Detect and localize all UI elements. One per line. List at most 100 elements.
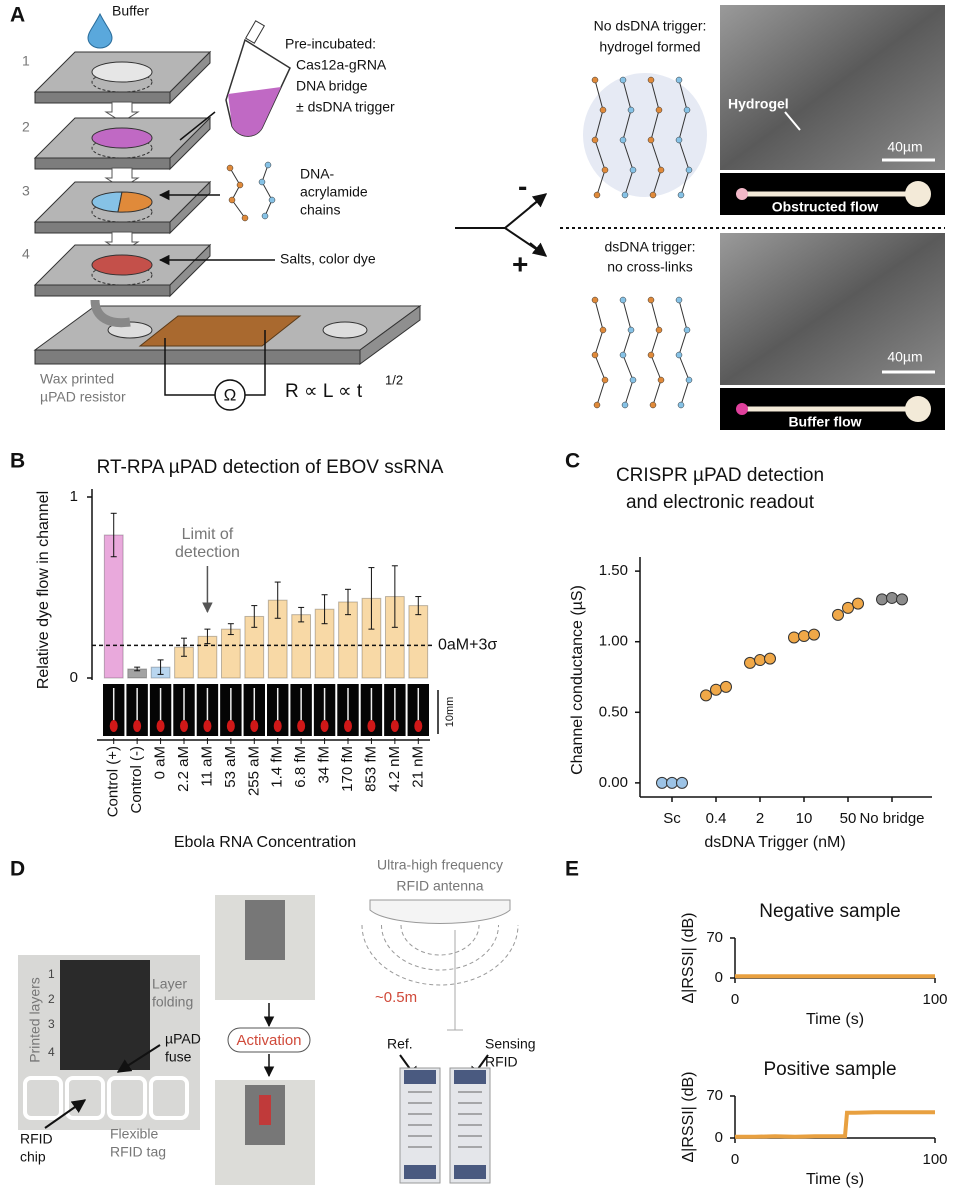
chains-label: chains (300, 202, 340, 218)
y-tick-label: 1 (70, 488, 78, 505)
chain-node (685, 376, 693, 384)
signal-arc (400, 924, 480, 956)
sample-spot (736, 403, 748, 415)
bar (408, 605, 429, 679)
chains-label: DNA- (300, 166, 335, 182)
chain-node (621, 191, 629, 199)
tube-liquid (228, 87, 281, 137)
x-tick-label: 0.4 (706, 810, 727, 827)
rfid-pad (454, 1070, 486, 1084)
tag-label: RFID tag (110, 1144, 166, 1160)
x-tick-label: 170 fM (339, 746, 356, 792)
chain-node (236, 181, 244, 189)
dye-spot (180, 720, 188, 732)
panel-label: A (10, 4, 25, 27)
tag-trace (65, 1076, 105, 1120)
down-arrow (104, 101, 140, 123)
resistor-label: Wax printed (40, 371, 114, 387)
sem-image (720, 233, 945, 385)
threshold-label: 0aM+3σ (438, 637, 497, 654)
x-tick-label: 2 (756, 810, 764, 827)
chain-node (675, 296, 683, 304)
slab-side (169, 116, 211, 171)
chain-node (593, 401, 601, 409)
branch (455, 194, 546, 256)
signal-arc (381, 924, 499, 971)
pad (322, 321, 368, 339)
chain-node (677, 401, 685, 409)
chain-node (647, 76, 655, 84)
arrow (529, 242, 548, 257)
chain-node (599, 106, 607, 114)
data-point (754, 654, 766, 667)
data-point (764, 652, 776, 665)
y-tick-label: 0 (715, 1129, 723, 1146)
chain-node (241, 214, 249, 222)
data-point (808, 628, 820, 641)
chip-label: chip (20, 1149, 46, 1165)
slab-front (34, 157, 171, 170)
chain-node (261, 212, 269, 220)
chain-node (657, 376, 665, 384)
ohm-meter (214, 379, 246, 411)
dye-spot (133, 720, 142, 732)
arrow (116, 1044, 161, 1073)
panel-label: D (10, 858, 25, 881)
chain-node (675, 136, 683, 144)
chain-node (593, 191, 601, 199)
flow-label: Obstructed flow (772, 199, 879, 215)
dye-spot (273, 720, 282, 732)
chain-node (591, 351, 599, 359)
data-line (735, 1110, 935, 1139)
rfid-pad (404, 1165, 436, 1179)
chain-node (647, 296, 655, 304)
rfid-pad (404, 1070, 436, 1084)
resistor-label: µPAD resistor (40, 389, 126, 405)
chain-node (619, 136, 627, 144)
tag-label: Flexible (110, 1126, 158, 1142)
distance-label: ~0.5m (375, 989, 417, 1006)
x-tick-label: 6.8 fM (292, 746, 309, 788)
buffer-arrow (90, 299, 131, 328)
flow-label: Buffer flow (788, 414, 861, 430)
scale-label: 40µm (887, 139, 922, 155)
y-tick-label: 70 (706, 929, 723, 946)
data-point (700, 689, 712, 702)
x-axis-label: Ebola RNA Concentration (174, 834, 356, 851)
panel-label: E (565, 858, 579, 881)
x-tick-label: 0 (731, 1151, 739, 1168)
dye-spot (226, 720, 235, 732)
dye-spot (109, 720, 118, 732)
chain-node (226, 164, 234, 172)
tube-cap (244, 20, 266, 44)
y-axis-label: Channel conductance (µS) (569, 585, 586, 775)
step-number: 4 (22, 246, 30, 262)
disk (91, 254, 153, 276)
chain (261, 164, 273, 217)
chain-node (683, 326, 691, 334)
y-tick-label: 1.00 (599, 633, 628, 650)
x-tick-label: Sc (663, 810, 681, 827)
x-tick-label: 34 fM (316, 746, 333, 784)
chain-node (591, 296, 599, 304)
chain-node (619, 76, 627, 84)
chain-node (647, 136, 655, 144)
x-tick-label: 53 aM (222, 746, 239, 788)
chart-title: RT-RPA µPAD detection of EBOV ssRNA (97, 457, 444, 478)
chain-node (258, 178, 266, 186)
x-tick-label: Control (-) (128, 746, 145, 814)
chain-node (683, 106, 691, 114)
sensing-label: RFID (485, 1054, 518, 1070)
tag-trace (107, 1076, 147, 1120)
chain-node (591, 76, 599, 84)
data-point (744, 656, 756, 669)
ref-label: Ref. (387, 1036, 413, 1052)
tag-trace (149, 1076, 189, 1120)
signal-arc (361, 924, 519, 986)
gel-halo (583, 73, 707, 197)
chart-title: CRISPR µPAD detection (616, 465, 824, 486)
panel-label: C (565, 450, 580, 473)
chain-node (599, 326, 607, 334)
rfid-pad (454, 1165, 486, 1179)
